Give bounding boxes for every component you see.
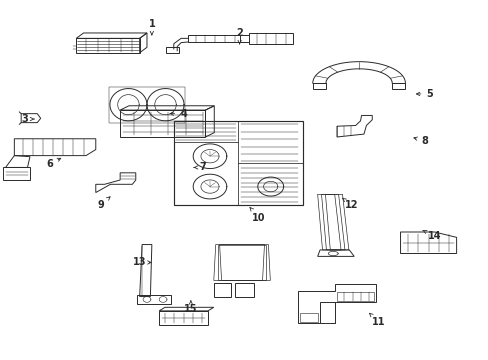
Text: 3: 3	[21, 114, 34, 124]
Text: 4: 4	[170, 109, 186, 119]
Text: 9: 9	[97, 197, 110, 210]
Text: 2: 2	[236, 28, 243, 44]
Text: 11: 11	[369, 313, 385, 327]
Text: 7: 7	[194, 162, 206, 172]
Text: 10: 10	[249, 207, 265, 222]
Text: 14: 14	[422, 230, 441, 240]
Text: 8: 8	[413, 136, 427, 145]
Text: 6: 6	[46, 158, 61, 169]
Text: 15: 15	[184, 301, 197, 314]
Text: 12: 12	[342, 198, 358, 210]
Text: 13: 13	[133, 257, 151, 267]
Text: 5: 5	[416, 89, 432, 99]
Text: 1: 1	[148, 19, 155, 35]
